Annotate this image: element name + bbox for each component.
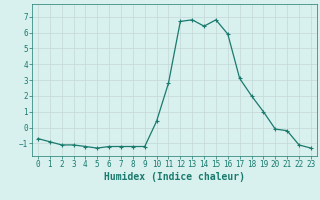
X-axis label: Humidex (Indice chaleur): Humidex (Indice chaleur)	[104, 172, 245, 182]
